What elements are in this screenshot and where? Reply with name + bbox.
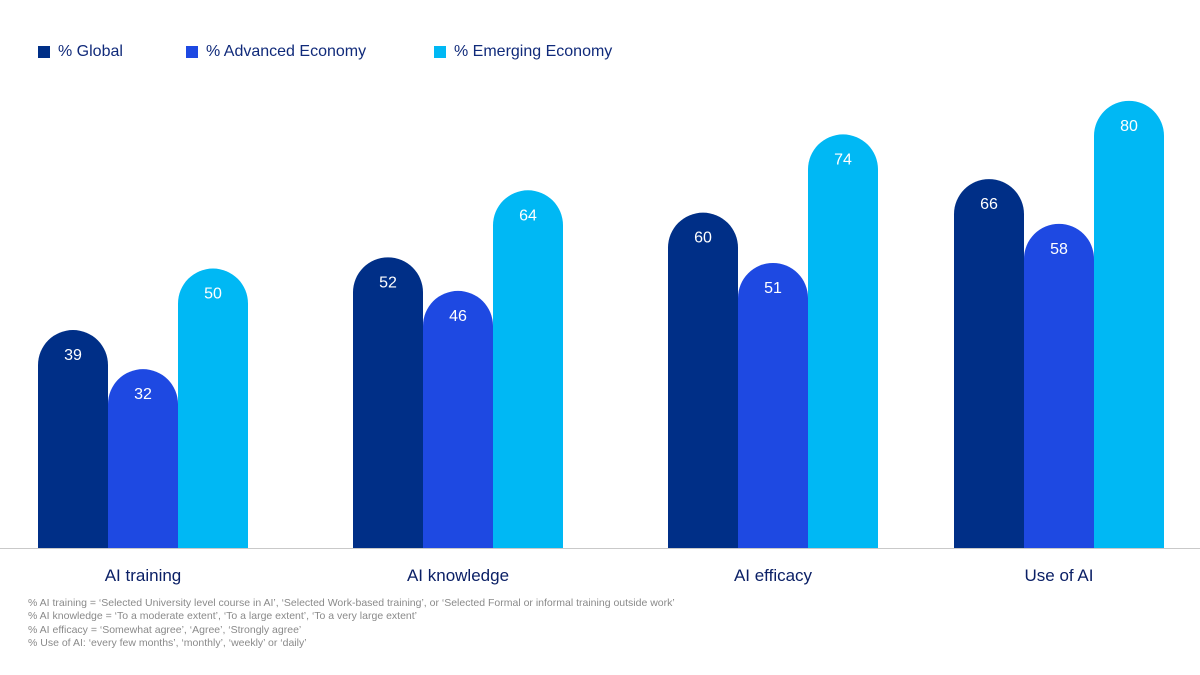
legend-swatch-emerging-economy [434,46,446,58]
data-label-use-of-ai-global: 66 [980,196,998,213]
x-tick-label-use-of-ai: Use of AI [1025,566,1094,585]
legend-item-global: % Global [38,43,123,61]
legend-label-advanced-economy: % Advanced Economy [206,43,367,60]
footnote-ai-knowledge: % AI knowledge = ‘To a moderate extent’,… [28,610,418,623]
data-label-ai-efficacy-emerging-economy: 74 [834,151,852,168]
footnotes: % AI training = ‘Selected University lev… [28,597,675,651]
bar-use-of-ai-advanced-economy [1024,223,1094,548]
legend-swatch-global [38,46,50,58]
data-label-ai-training-global: 39 [64,347,82,364]
bar-use-of-ai-emerging-economy [1094,100,1164,548]
data-label-ai-efficacy-global: 60 [694,230,712,247]
data-label-ai-knowledge-global: 52 [379,274,397,291]
footnote-ai-efficacy: % AI efficacy = ‘Somewhat agree’, ‘Agree… [28,623,302,636]
footnote-ai-training: % AI training = ‘Selected University lev… [28,597,675,609]
bar-ai-training-advanced-economy [108,369,178,548]
data-label-ai-training-advanced-economy: 32 [134,386,152,403]
data-label-ai-knowledge-advanced-economy: 46 [449,308,467,325]
bar-ai-efficacy-advanced-economy [738,262,808,548]
bar-use-of-ai-global [954,179,1024,548]
data-label-ai-training-emerging-economy: 50 [204,286,222,303]
legend-label-emerging-economy: % Emerging Economy [454,43,613,60]
legend-item-advanced-economy: % Advanced Economy [186,43,366,61]
footnote-use-of-ai: % Use of AI: ‘every few months’, ‘monthl… [28,637,307,650]
legend-label-global: % Global [58,43,123,60]
bar-ai-efficacy-global [668,212,738,548]
bar-ai-efficacy-emerging-economy [808,134,878,548]
data-label-use-of-ai-emerging-economy: 80 [1120,118,1138,135]
legend-item-emerging-economy: % Emerging Economy [434,43,612,61]
legend-swatch-advanced-economy [186,46,198,58]
x-tick-label-ai-training: AI training [105,566,182,585]
bar-ai-knowledge-global [353,257,423,548]
data-label-ai-knowledge-emerging-economy: 64 [519,207,537,224]
bar-ai-knowledge-advanced-economy [423,290,493,548]
bar-ai-training-global [38,330,108,548]
data-label-ai-efficacy-advanced-economy: 51 [764,280,782,297]
bar-ai-training-emerging-economy [178,268,248,548]
x-tick-label-ai-efficacy: AI efficacy [734,566,813,585]
data-label-use-of-ai-advanced-economy: 58 [1050,241,1068,258]
bar-ai-knowledge-emerging-economy [493,190,563,549]
x-tick-label-ai-knowledge: AI knowledge [407,566,509,585]
